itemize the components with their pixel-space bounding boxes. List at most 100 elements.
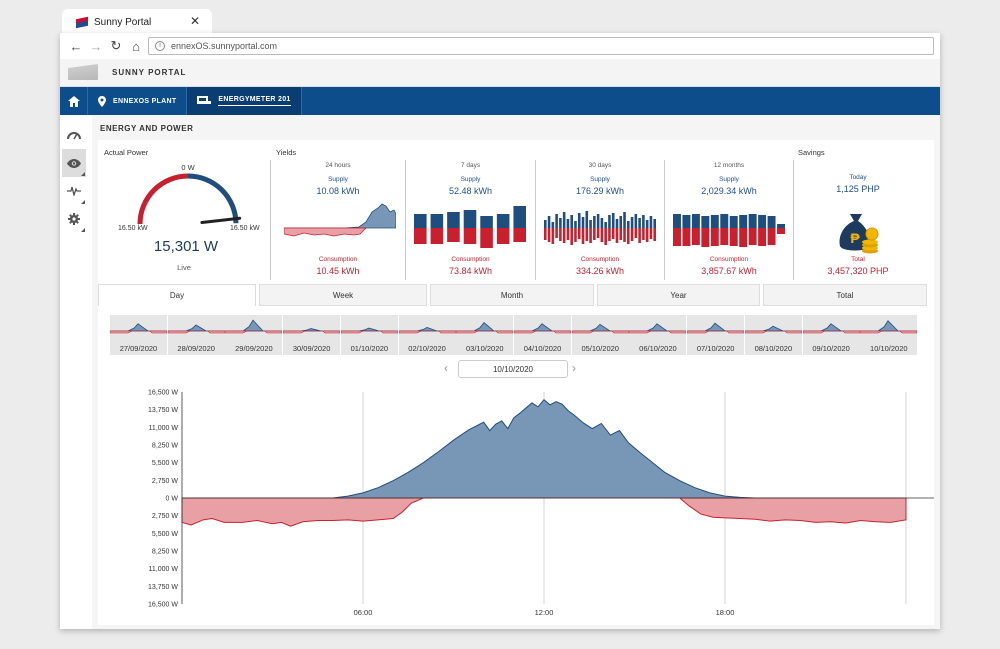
tab-day[interactable]: Day: [98, 284, 256, 306]
day-thumbnail[interactable]: 29/09/2020: [225, 315, 283, 355]
day-thumbnail[interactable]: 07/10/2020: [687, 315, 745, 355]
next-day-icon[interactable]: ›: [572, 361, 576, 375]
mini-consumption-bar: [653, 228, 656, 241]
day-label: 10/10/2020: [870, 344, 908, 353]
day-thumbnail-chart: [456, 322, 514, 334]
mini-supply-bar: [559, 218, 562, 228]
mini-consumption-bar: [589, 228, 592, 243]
day-label: 08/10/2020: [754, 344, 793, 353]
date-selector[interactable]: 10/10/2020: [458, 360, 568, 378]
yield-24h-supply-area: [284, 203, 396, 229]
mini-consumption-bar: [555, 228, 558, 238]
yield-period: 24 hours: [325, 162, 351, 169]
day-label: 29/09/2020: [235, 344, 273, 353]
reload-icon[interactable]: ↻: [110, 38, 122, 53]
prev-day-icon[interactable]: ‹: [444, 361, 448, 375]
day-thumbnail[interactable]: 02/10/2020: [398, 315, 456, 355]
main-content: ENERGY AND POWER Actual Power 0 W 16.50 …: [92, 115, 940, 629]
x-tick-label: 12:00: [535, 608, 554, 617]
day-thumbnail[interactable]: 03/10/2020: [456, 315, 514, 355]
browser-tab[interactable]: Sunny Portal ✕: [62, 9, 212, 35]
sidebar: [62, 121, 86, 233]
mini-supply-bar: [604, 222, 607, 228]
day-label: 30/09/2020: [292, 344, 331, 353]
yields-label: Yields: [276, 148, 297, 157]
mini-supply-bar: [630, 217, 634, 228]
browser-tab-title: Sunny Portal: [94, 16, 152, 28]
mini-supply-bar: [777, 224, 785, 228]
mini-consumption-bar: [496, 228, 510, 244]
mini-supply-bar: [608, 215, 611, 228]
day-thumbnail[interactable]: 10/10/2020: [860, 315, 918, 355]
money-bag-icon: ₱: [839, 214, 879, 254]
yield-30d: 30 days Supply 176.29 kWh: [537, 162, 663, 196]
mini-supply-bar: [701, 216, 710, 228]
day-thumbnail-chart: [398, 326, 456, 334]
day-thumbnail[interactable]: 05/10/2020: [571, 315, 629, 355]
consumption-label: Consumption: [709, 256, 749, 263]
breadcrumb-energymeter-label: ENERGYMETER 201: [218, 96, 291, 106]
sidebar-settings[interactable]: [62, 205, 86, 233]
sidebar-monitoring[interactable]: [62, 149, 86, 177]
day-thumbnail[interactable]: 30/09/2020: [283, 315, 341, 355]
mini-consumption-bar: [615, 228, 619, 243]
mini-supply-bar: [566, 219, 570, 228]
address-bar[interactable]: i ennexOS.sunnyportal.com: [148, 37, 934, 55]
day-thumbnail[interactable]: 28/09/2020: [167, 315, 225, 355]
power-gauge: 0 W 16.50 kW 16.50 kW 15,301 W: [118, 163, 260, 255]
info-icon[interactable]: i: [155, 41, 165, 51]
home-button[interactable]: [60, 87, 88, 115]
browser-window: ← → ↻ ⌂ i ennexOS.sunnyportal.com SUNNY …: [60, 33, 940, 629]
mini-supply-bar: [496, 214, 510, 228]
home-browser-icon[interactable]: ⌂: [132, 38, 140, 54]
close-tab-icon[interactable]: ✕: [189, 14, 200, 28]
mini-supply-bar: [551, 222, 555, 228]
back-icon[interactable]: ←: [69, 38, 83, 54]
mini-consumption-bar: [480, 228, 493, 248]
mini-consumption-bar: [729, 228, 738, 246]
mini-consumption-bar: [559, 228, 562, 241]
tab-week[interactable]: Week: [259, 284, 427, 306]
x-tick-label: 06:00: [354, 608, 373, 617]
gauge-top-label: 0 W: [181, 163, 195, 172]
location-pin-icon: [98, 95, 106, 107]
tab-total[interactable]: Total: [763, 284, 927, 306]
savings-today-label: Today: [849, 174, 867, 181]
savings-total: Total 3,457,320 PHP: [798, 256, 918, 276]
yield-24h-consumption: Consumption 10.45 kWh: [272, 256, 404, 276]
mini-supply-bar: [581, 217, 585, 228]
day-label: 06/10/2020: [639, 344, 677, 353]
day-label: 07/10/2020: [696, 344, 735, 353]
breadcrumb-energymeter[interactable]: ENERGYMETER 201: [187, 87, 302, 115]
savings-today: Today 1,125 PHP: [798, 174, 918, 194]
sidebar-analysis[interactable]: [62, 177, 86, 205]
home-icon: [67, 95, 80, 107]
forward-icon[interactable]: →: [89, 38, 103, 54]
consumption-label: Consumption: [580, 256, 620, 263]
mini-supply-bar: [555, 214, 558, 228]
gauge-left-label: 16.50 kW: [118, 225, 148, 232]
day-thumbnail[interactable]: 08/10/2020: [744, 315, 802, 355]
mini-supply-bar: [710, 215, 719, 228]
y-tick-label: 2,750 W: [152, 513, 178, 520]
breadcrumb-plant[interactable]: ENNEXOS PLANT: [88, 87, 188, 115]
mini-supply-bar: [720, 214, 729, 228]
day-thumbnail[interactable]: 01/10/2020: [340, 315, 398, 355]
actual-power-value: 15,301 W: [154, 238, 219, 255]
day-thumbnail[interactable]: 09/10/2020: [802, 315, 860, 355]
day-label: 04/10/2020: [523, 344, 562, 353]
mini-consumption-bar: [604, 228, 607, 245]
divider: [793, 160, 794, 280]
tab-month[interactable]: Month: [430, 284, 594, 306]
sidebar-dashboard[interactable]: [62, 121, 86, 149]
tab-year[interactable]: Year: [597, 284, 760, 306]
mini-consumption-bar: [767, 228, 776, 245]
mini-consumption-bar: [758, 228, 767, 246]
day-thumbnail[interactable]: 04/10/2020: [514, 315, 572, 355]
day-thumbnail[interactable]: 06/10/2020: [629, 315, 687, 355]
mini-consumption-bar: [430, 228, 444, 244]
gauge-right-label: 16.50 kW: [230, 225, 260, 232]
day-label: 09/10/2020: [812, 344, 850, 353]
supply-label: Supply: [719, 176, 739, 183]
day-thumbnail[interactable]: 27/09/2020: [110, 315, 167, 355]
